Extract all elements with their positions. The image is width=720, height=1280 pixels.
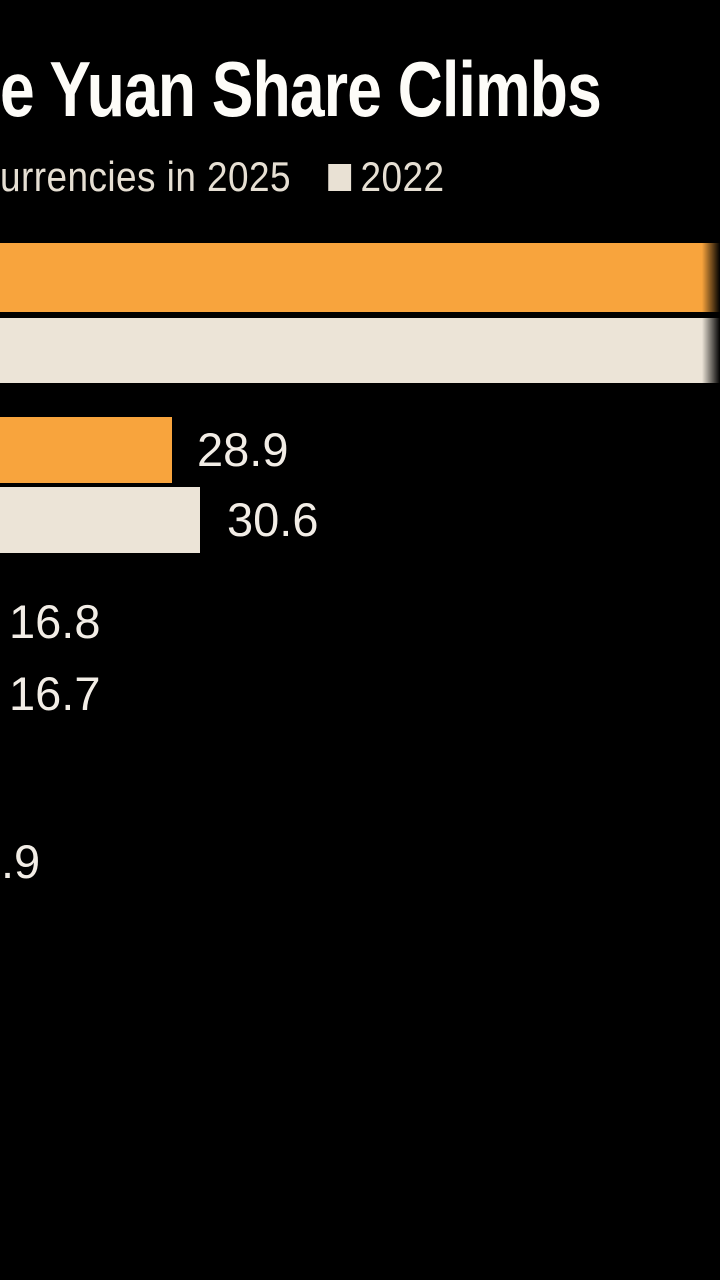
chart-title: e Yuan Share Climbs (0, 45, 602, 133)
legend-2022-swatch-icon (327, 163, 351, 191)
bar-2022 (0, 487, 200, 553)
value-label: 28.9 (197, 423, 289, 476)
bar-2025 (0, 417, 172, 483)
value-label: 30.6 (227, 493, 319, 546)
value-label: 16.7 (9, 667, 101, 720)
subtitle-text: urrencies in 2025 (0, 153, 292, 200)
value-label: .9 (1, 835, 41, 888)
legend-2022-label: 2022 (360, 153, 445, 200)
chart-subtitle: urrencies in 2025 2022 (0, 152, 445, 202)
value-label: 16.8 (9, 595, 101, 648)
bar-2025 (0, 243, 720, 312)
bar-2022 (0, 318, 720, 383)
